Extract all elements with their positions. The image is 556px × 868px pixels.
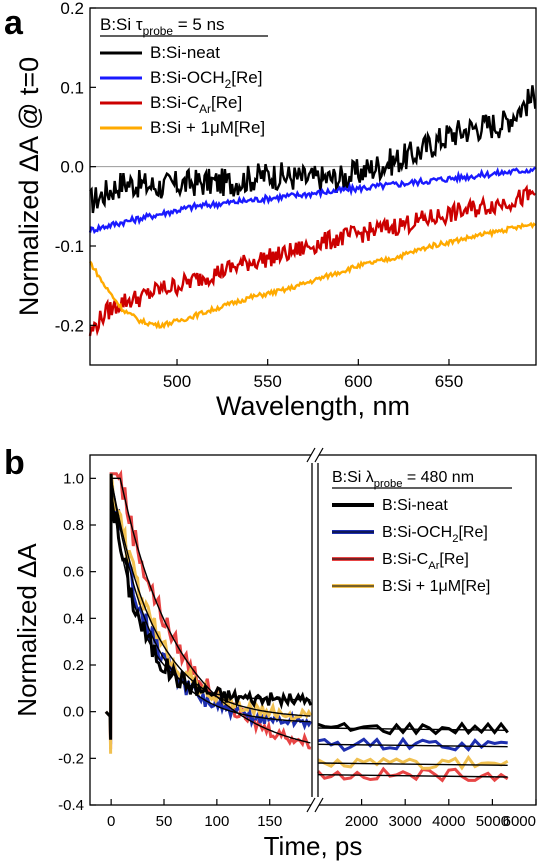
- fit-late-1: [317, 727, 508, 732]
- y-tick-label-a-4: 0.2: [60, 0, 84, 18]
- fit-curve-1: [111, 493, 311, 701]
- y-tick-label-b-1: -0.2: [58, 750, 84, 767]
- panel-label-b: b: [4, 444, 25, 482]
- x-axis-label-a: Wavelength, nm: [216, 391, 410, 421]
- panel-a: a -0.2 -0.1 0.0 0.1 0.2 500 550 600 650 Wavelength…: [4, 0, 537, 421]
- legend-label-a-3: B:Si-CAr[Re]: [150, 93, 242, 116]
- axis-break-gap-1: [311, 797, 319, 813]
- series-line-3: [88, 184, 536, 337]
- legend-title-a: B:Si τprobe = 5 ns: [100, 15, 225, 38]
- legend-label-b-3: B:Si-CAr[Re]: [382, 551, 469, 572]
- axis-break-mark-0-a: [306, 447, 316, 463]
- axis-break-mark-0-b: [314, 447, 324, 463]
- series-line-4: [89, 221, 537, 330]
- plot-frame-b-right: [317, 454, 537, 806]
- plot-frame-a: [89, 7, 537, 366]
- fit-curve-2: [111, 481, 311, 723]
- y-tick-label-b-4: 0.4: [63, 610, 84, 627]
- x-tick-label-a-0: 500: [163, 372, 191, 391]
- legend-label-a-4: B:Si + 1μM[Re]: [150, 118, 265, 137]
- legend-title-b: B:Si λprobe = 480 nm: [332, 469, 474, 490]
- x-tick-label-b-left-0: 0: [107, 813, 115, 830]
- decay-curve-3: [104, 469, 312, 750]
- series-line-1: [89, 85, 537, 214]
- x-axis-label-b: Time, ps: [264, 831, 363, 861]
- y-tick-label-b-5: 0.6: [63, 564, 84, 581]
- x-tick-label-b-right-4: 6000: [503, 813, 536, 830]
- x-tick-label-b-left-3: 150: [257, 813, 282, 830]
- x-tick-label-b-right-1: 3000: [389, 813, 422, 830]
- y-tick-label-a-3: 0.1: [60, 78, 84, 97]
- y-tick-label-b-0: -0.4: [58, 797, 84, 814]
- axis-break-gap-0: [311, 447, 319, 463]
- x-tick-label-a-3: 650: [435, 372, 463, 391]
- x-tick-label-b-right-3: 5000: [476, 813, 509, 830]
- fit-late-4: [317, 762, 508, 767]
- y-tick-label-a-0: -0.2: [55, 316, 84, 335]
- fit-late-2: [317, 743, 508, 748]
- y-tick-label-b-3: 0.2: [63, 657, 84, 674]
- legend-label-a-2: B:Si-OCH2[Re]: [150, 68, 262, 91]
- y-axis-label-b: Normalized ΔA: [12, 543, 42, 717]
- fit-late-3: [317, 773, 508, 778]
- fit-curve-3: [111, 477, 311, 744]
- axis-break-mark-1-b: [314, 797, 324, 813]
- y-tick-label-a-2: 0.0: [60, 158, 84, 177]
- late-trace-3: [316, 766, 509, 783]
- legend-label-b-2: B:Si-OCH2[Re]: [382, 524, 488, 545]
- x-tick-label-a-1: 550: [253, 372, 281, 391]
- x-tick-label-a-2: 600: [344, 372, 372, 391]
- axis-break-mark-1-a: [306, 797, 316, 813]
- panel-label-a: a: [4, 4, 24, 42]
- decay-curve-4: [104, 473, 313, 754]
- legend-label-b-1: B:Si-neat: [382, 497, 448, 514]
- fit-curve-4: [111, 481, 311, 717]
- y-tick-label-b-2: 0.0: [63, 704, 84, 721]
- series-line-2: [88, 166, 537, 235]
- x-tick-label-b-left-1: 50: [156, 813, 173, 830]
- legend-label-a-1: B:Si-neat: [150, 43, 220, 62]
- plot-frame-b-left: [89, 454, 313, 806]
- y-tick-label-a-1: -0.1: [55, 237, 84, 256]
- legend-label-b-4: B:Si + 1μM[Re]: [382, 578, 490, 595]
- x-tick-label-b-right-0: 2000: [345, 813, 378, 830]
- y-tick-label-b-6: 0.8: [63, 517, 84, 534]
- x-tick-label-b-right-2: 4000: [432, 813, 465, 830]
- panel-b: b -0.4 -0.2 0.0 0.2 0.4 0.6 0.8 1.0 0 50 100 150 2000…: [4, 444, 537, 861]
- x-tick-label-b-left-2: 100: [204, 813, 229, 830]
- y-tick-label-b-7: 1.0: [63, 470, 84, 487]
- y-axis-label-a: Normalized ΔA @ t=0: [14, 57, 44, 316]
- late-trace-4: [317, 754, 509, 771]
